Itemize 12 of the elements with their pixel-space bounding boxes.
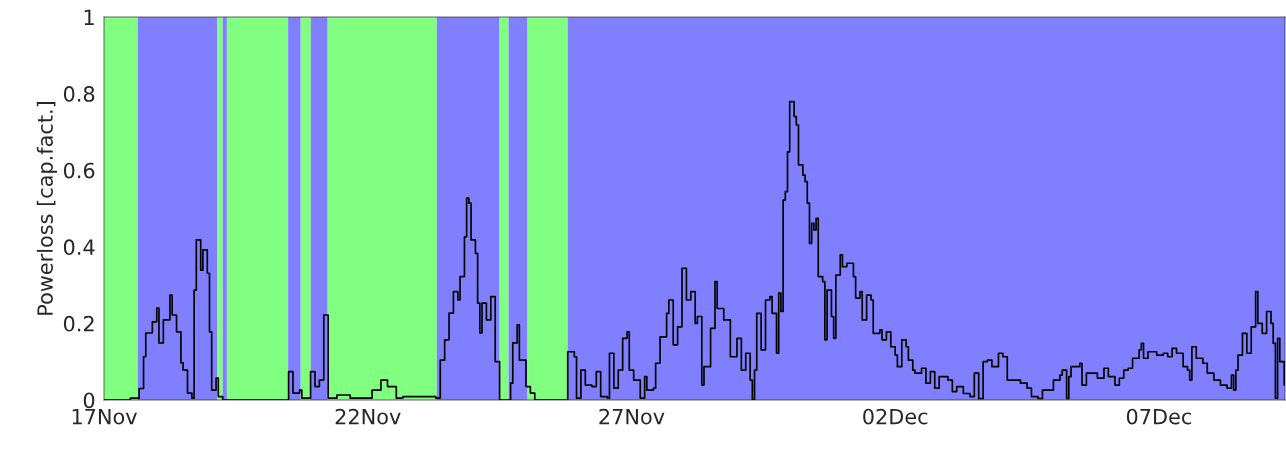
y-tick-label: 0.8 bbox=[63, 86, 95, 102]
y-tick-label: 1 bbox=[84, 9, 94, 25]
x-tick-label: 22Nov bbox=[335, 408, 401, 425]
x-tick-label: 02Dec bbox=[863, 408, 928, 425]
y-tick-label: 0.2 bbox=[63, 315, 94, 332]
x-tick-label: 07Dec bbox=[1126, 408, 1192, 425]
y-tick-label: 0.6 bbox=[63, 162, 95, 179]
y-tick-label: 0.4 bbox=[63, 239, 95, 256]
y-axis-title: Powerloss [cap.fact.] bbox=[36, 102, 57, 315]
x-tick-label: 27Nov bbox=[599, 408, 665, 425]
y-tick-label: 0 bbox=[83, 392, 95, 409]
x-tick-label: 17Nov bbox=[72, 408, 137, 425]
